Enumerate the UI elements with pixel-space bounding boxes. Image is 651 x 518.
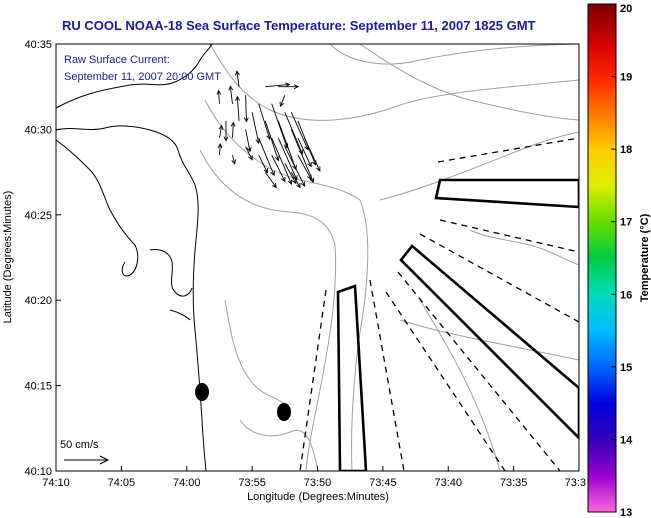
current-vector: [264, 171, 277, 189]
x-tick-label: 73:3: [565, 477, 586, 489]
current-vector: [297, 137, 312, 168]
colorbar-tick-label: 14: [620, 434, 633, 446]
current-timestamp: September 11, 2007 20:00 GMT: [64, 71, 221, 83]
colorbar-tick-label: 17: [620, 217, 632, 229]
x-tick-label: 73:40: [434, 477, 462, 489]
colorbar-tick-label: 20: [620, 3, 632, 15]
current-vector: [245, 129, 252, 153]
colorbar-label: Temperature (°C): [639, 213, 651, 302]
scale-arrow: [64, 455, 110, 465]
colorbar-tick-label: 19: [620, 72, 632, 84]
current-vector: [245, 146, 253, 161]
x-tick-label: 73:45: [369, 477, 397, 489]
current-vector: [235, 95, 240, 121]
buoy-marker-2: [277, 403, 291, 421]
current-vector: [230, 121, 236, 138]
current-vector: [290, 112, 309, 151]
current-vector: [271, 137, 293, 186]
current-vector: [284, 146, 306, 188]
current-vector: [231, 154, 237, 165]
current-vector: [235, 70, 240, 87]
y-tick-label: 40:15: [24, 381, 52, 393]
x-tick-label: 74:10: [42, 477, 70, 489]
colorbar-tick-label: 16: [620, 289, 632, 301]
shipping-lanes: [336, 178, 579, 471]
current-vector: [217, 143, 223, 156]
x-axis-label: Longitude (Degrees:Minutes): [247, 491, 389, 503]
current-vector: [258, 137, 275, 177]
y-tick-label: 40:30: [24, 124, 52, 136]
buoy-marker-1: [195, 383, 209, 401]
current-vector: [284, 112, 304, 156]
y-tick-label: 40:25: [24, 210, 52, 222]
temperature-colorbar: 20 19 18 17 16 15 14 13 Temperature (°C): [587, 3, 651, 518]
current-vector: [271, 103, 289, 149]
x-tick-label: 73:55: [238, 477, 266, 489]
y-axis-label: Latitude (Degrees:Minutes): [2, 191, 14, 324]
current-label: Raw Surface Current:: [64, 54, 170, 66]
current-vector: [271, 154, 286, 183]
map-title: RU COOL NOAA-18 Sea Surface Temperature:…: [62, 18, 536, 33]
x-tick-label: 73:35: [500, 477, 528, 489]
current-vector: [277, 137, 298, 181]
current-vector: [264, 120, 280, 162]
y-tick-label: 40:10: [24, 466, 52, 478]
current-vector: [228, 85, 234, 104]
current-vector: [258, 154, 268, 174]
y-tick-label: 40:35: [24, 39, 52, 51]
plot-area: [56, 44, 579, 471]
colorbar-tick-label: 13: [620, 507, 632, 518]
x-axis-ticks: 74:10 74:05 74:00 73:55 73:50 73:45 73:40 73:35…: [42, 466, 586, 489]
x-tick-label: 74:00: [173, 477, 201, 489]
scale-label: 50 cm/s: [60, 439, 99, 451]
x-tick-label: 73:50: [304, 477, 332, 489]
sector-dashed-lines: [299, 137, 579, 471]
current-vector: [304, 137, 321, 172]
current-vector: [279, 95, 286, 108]
current-vector: [290, 129, 315, 184]
colorbar-tick-label: 15: [620, 362, 632, 374]
current-vector: [265, 82, 291, 88]
current-vector: [218, 124, 224, 138]
y-tick-label: 40:20: [24, 295, 52, 307]
current-vector: [278, 84, 300, 90]
bathymetry-contours: [199, 44, 579, 471]
current-vector: [290, 171, 301, 189]
current-vector: [243, 95, 249, 123]
current-vector: [297, 154, 312, 181]
current-vector: [223, 120, 229, 142]
colorbar-tick-label: 18: [620, 144, 632, 156]
current-vectors: [216, 70, 321, 189]
current-vector: [216, 89, 222, 104]
y-axis-ticks: 40:35 40:30 40:25 40:20 40:15 40:10: [24, 39, 61, 478]
x-tick-label: 74:05: [108, 477, 136, 489]
